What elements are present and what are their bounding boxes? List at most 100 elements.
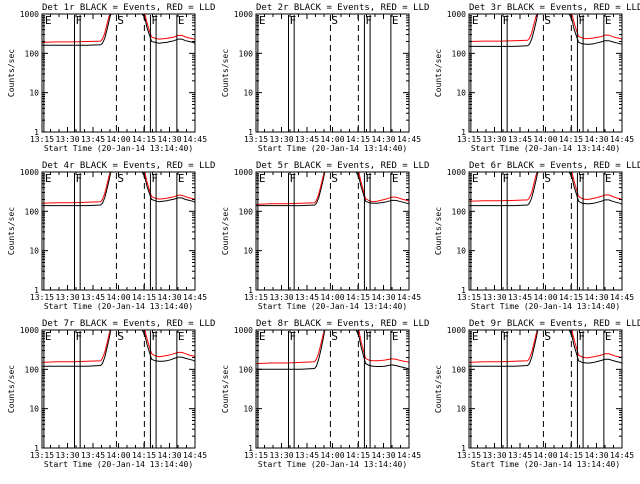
y-tick-label: 100 [239, 49, 254, 58]
y-axis-label: Counts/sec [7, 207, 16, 255]
series-group [42, 14, 195, 46]
flag-label: F [75, 14, 82, 27]
y-axis-label: Counts/sec [434, 207, 443, 255]
lld-series-line [469, 172, 622, 202]
y-tick-label: 1000 [234, 168, 253, 177]
flag-label: E [605, 330, 612, 343]
x-tick-label: 13:30 [269, 451, 293, 460]
flag-label: E [392, 172, 399, 185]
flag-label: S [331, 172, 338, 185]
x-tick-label: 14:30 [371, 135, 395, 144]
y-tick-label: 1 [461, 444, 466, 453]
x-tick-label: 14:45 [183, 451, 207, 460]
x-tick-label: 14:30 [584, 293, 608, 302]
x-tick-label: 13:45 [81, 293, 105, 302]
x-tick-label: 13:45 [295, 135, 319, 144]
series-group [469, 14, 622, 47]
x-tick-label: 13:45 [81, 451, 105, 460]
flag-label: E [472, 172, 479, 185]
lld-series-line [42, 14, 195, 43]
y-tick-label: 10 [29, 405, 39, 414]
x-tick-label: 14:45 [397, 451, 421, 460]
flag-label: E [45, 14, 52, 27]
lld-series-line [42, 330, 195, 363]
y-tick-label: 10 [456, 405, 466, 414]
y-tick-label: 10 [243, 405, 253, 414]
flag-label: F [151, 330, 158, 343]
x-tick-label: 14:00 [320, 135, 344, 144]
x-tick-label: 13:45 [508, 451, 532, 460]
lld-series-line [42, 172, 195, 204]
series-group [469, 330, 622, 367]
y-tick-label: 1 [461, 128, 466, 137]
flag-label: F [289, 330, 296, 343]
flag-label: S [544, 172, 551, 185]
chart-title: Det 5r BLACK = Events, RED = LLD [256, 161, 429, 171]
events-series-line [42, 172, 195, 207]
y-tick-label: 1 [34, 286, 39, 295]
lld-series-line [469, 14, 622, 42]
x-tick-label: 14:45 [610, 451, 634, 460]
x-axis-label: Start Time (20-Jan-14 13:14:40) [471, 144, 620, 153]
flag-label: E [259, 330, 266, 343]
y-tick-label: 1 [248, 286, 253, 295]
flag-label: E [259, 14, 266, 27]
y-axis-label: Counts/sec [7, 49, 16, 97]
y-tick-label: 1000 [447, 168, 466, 177]
series-group [42, 330, 195, 367]
x-tick-label: 13:15 [457, 451, 481, 460]
flag-label: F [151, 14, 158, 27]
y-axis-label: Counts/sec [434, 49, 443, 97]
flag-label: E [605, 14, 612, 27]
x-tick-label: 14:15 [559, 451, 583, 460]
flag-label: S [117, 14, 124, 27]
y-tick-label: 1000 [447, 326, 466, 335]
y-tick-label: 100 [239, 365, 254, 374]
y-tick-label: 1000 [447, 10, 466, 19]
flag-label: E [178, 330, 185, 343]
x-tick-label: 13:30 [55, 135, 79, 144]
lld-series-line [469, 330, 622, 363]
y-tick-label: 1000 [20, 168, 39, 177]
x-tick-label: 14:15 [132, 293, 156, 302]
lld-series-line [256, 330, 409, 365]
y-axis-label: Counts/sec [434, 365, 443, 413]
x-tick-label: 14:00 [533, 293, 557, 302]
x-axis-label: Start Time (20-Jan-14 13:14:40) [471, 302, 620, 311]
x-tick-label: 13:30 [482, 293, 506, 302]
flag-label: S [117, 172, 124, 185]
series-group [42, 172, 195, 207]
x-tick-label: 13:45 [81, 135, 105, 144]
x-tick-label: 13:45 [295, 451, 319, 460]
events-series-line [42, 330, 195, 367]
x-tick-label: 13:15 [244, 135, 268, 144]
chart-title: Det 2r BLACK = Events, RED = LLD [256, 3, 429, 13]
flag-label: F [289, 14, 296, 27]
flag-label: F [578, 330, 585, 343]
flag-label: E [472, 14, 479, 27]
flag-label: S [544, 14, 551, 27]
x-tick-label: 13:45 [508, 293, 532, 302]
x-tick-label: 14:00 [106, 451, 130, 460]
x-tick-label: 14:00 [533, 135, 557, 144]
flag-label: F [578, 172, 585, 185]
x-tick-label: 14:15 [346, 293, 370, 302]
y-tick-label: 100 [25, 207, 40, 216]
y-tick-label: 1 [34, 128, 39, 137]
y-tick-label: 1 [248, 444, 253, 453]
x-tick-label: 13:30 [482, 135, 506, 144]
x-tick-label: 13:15 [30, 135, 54, 144]
flag-label: F [151, 172, 158, 185]
y-tick-label: 1000 [20, 326, 39, 335]
y-axis-label: Counts/sec [221, 207, 230, 255]
x-axis-label: Start Time (20-Jan-14 13:14:40) [44, 460, 193, 469]
y-tick-label: 1000 [234, 10, 253, 19]
x-tick-label: 13:30 [269, 135, 293, 144]
flag-label: E [472, 330, 479, 343]
y-tick-label: 10 [243, 247, 253, 256]
